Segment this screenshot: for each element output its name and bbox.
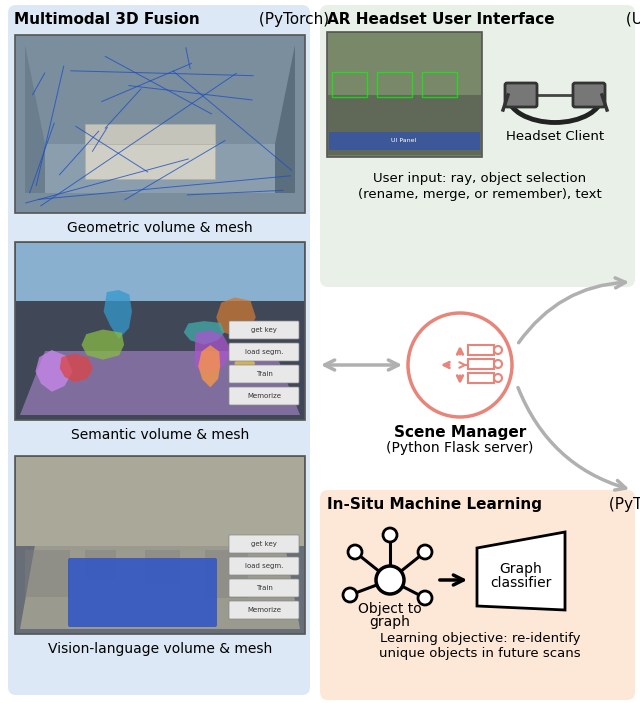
Text: classifier: classifier xyxy=(490,576,552,590)
FancyBboxPatch shape xyxy=(320,490,635,700)
Bar xyxy=(468,345,494,355)
Circle shape xyxy=(494,360,502,368)
Text: get key: get key xyxy=(251,541,277,547)
Polygon shape xyxy=(104,290,132,339)
FancyBboxPatch shape xyxy=(229,365,299,383)
Text: Memorize: Memorize xyxy=(247,393,281,399)
FancyBboxPatch shape xyxy=(229,387,299,405)
Bar xyxy=(25,550,70,597)
Text: User input: ray, object selection: User input: ray, object selection xyxy=(373,172,587,185)
Text: AR Headset User Interface: AR Headset User Interface xyxy=(327,12,555,27)
Bar xyxy=(16,457,304,546)
Text: Vision-language volume & mesh: Vision-language volume & mesh xyxy=(48,642,272,656)
Polygon shape xyxy=(35,350,72,392)
Polygon shape xyxy=(60,354,93,382)
Polygon shape xyxy=(216,297,256,336)
Bar xyxy=(145,550,180,584)
Text: Scene Manager: Scene Manager xyxy=(394,425,526,440)
Bar xyxy=(15,35,305,213)
Text: Learning objective: re-identify: Learning objective: re-identify xyxy=(380,632,580,645)
Text: (PyTorch): (PyTorch) xyxy=(253,12,329,27)
Polygon shape xyxy=(25,144,295,193)
Text: Memorize: Memorize xyxy=(247,607,281,613)
Polygon shape xyxy=(198,345,220,387)
Text: unique objects in future scans: unique objects in future scans xyxy=(379,647,581,660)
Circle shape xyxy=(376,566,404,594)
Bar xyxy=(377,72,412,97)
Text: Headset Client: Headset Client xyxy=(506,130,604,143)
Bar xyxy=(16,243,304,302)
Text: Train: Train xyxy=(255,585,273,591)
FancyBboxPatch shape xyxy=(229,557,299,575)
Polygon shape xyxy=(234,349,255,378)
Bar xyxy=(16,301,304,419)
Bar xyxy=(328,94,481,155)
FancyBboxPatch shape xyxy=(229,535,299,553)
Bar xyxy=(85,139,215,179)
Text: In-Situ Machine Learning: In-Situ Machine Learning xyxy=(327,497,542,512)
Text: UI Panel: UI Panel xyxy=(392,138,417,143)
Polygon shape xyxy=(275,45,295,193)
Text: (PyTorch): (PyTorch) xyxy=(604,497,640,512)
Text: Multimodal 3D Fusion: Multimodal 3D Fusion xyxy=(14,12,200,27)
FancyBboxPatch shape xyxy=(229,601,299,619)
Bar xyxy=(468,373,494,383)
Polygon shape xyxy=(20,545,300,629)
Polygon shape xyxy=(25,45,45,193)
FancyBboxPatch shape xyxy=(68,558,217,627)
Text: Semantic volume & mesh: Semantic volume & mesh xyxy=(71,428,249,442)
Text: (Unity): (Unity) xyxy=(621,12,640,27)
FancyBboxPatch shape xyxy=(8,5,310,695)
Bar xyxy=(15,456,305,634)
Text: (Python Flask server): (Python Flask server) xyxy=(387,441,534,455)
Circle shape xyxy=(418,591,432,605)
Circle shape xyxy=(408,313,512,417)
Circle shape xyxy=(348,545,362,559)
Bar xyxy=(422,72,457,97)
Text: Geometric volume & mesh: Geometric volume & mesh xyxy=(67,221,253,235)
Text: load segm.: load segm. xyxy=(245,563,283,569)
Polygon shape xyxy=(195,330,231,373)
Text: Train: Train xyxy=(255,371,273,377)
FancyBboxPatch shape xyxy=(573,83,605,107)
FancyBboxPatch shape xyxy=(320,5,635,287)
Polygon shape xyxy=(20,351,300,415)
Bar xyxy=(85,550,116,579)
Bar xyxy=(468,359,494,369)
Polygon shape xyxy=(477,532,565,610)
Text: load segm.: load segm. xyxy=(245,349,283,355)
Bar xyxy=(15,242,305,420)
Polygon shape xyxy=(184,321,225,344)
Text: Graph: Graph xyxy=(500,562,542,576)
Bar xyxy=(332,72,367,97)
Circle shape xyxy=(383,528,397,542)
Polygon shape xyxy=(81,330,124,360)
FancyBboxPatch shape xyxy=(229,343,299,361)
Circle shape xyxy=(494,346,502,354)
Text: graph: graph xyxy=(369,615,410,629)
Text: get key: get key xyxy=(251,327,277,333)
FancyBboxPatch shape xyxy=(229,579,299,597)
Bar xyxy=(329,132,480,150)
Bar xyxy=(85,124,215,144)
FancyBboxPatch shape xyxy=(229,321,299,339)
Bar xyxy=(328,33,481,95)
Bar xyxy=(205,550,248,598)
Text: (rename, merge, or remember), text: (rename, merge, or remember), text xyxy=(358,188,602,201)
FancyBboxPatch shape xyxy=(505,83,537,107)
Circle shape xyxy=(343,588,357,602)
Circle shape xyxy=(494,374,502,382)
Text: Object to: Object to xyxy=(358,602,422,616)
Circle shape xyxy=(418,545,432,559)
Bar xyxy=(327,32,482,157)
